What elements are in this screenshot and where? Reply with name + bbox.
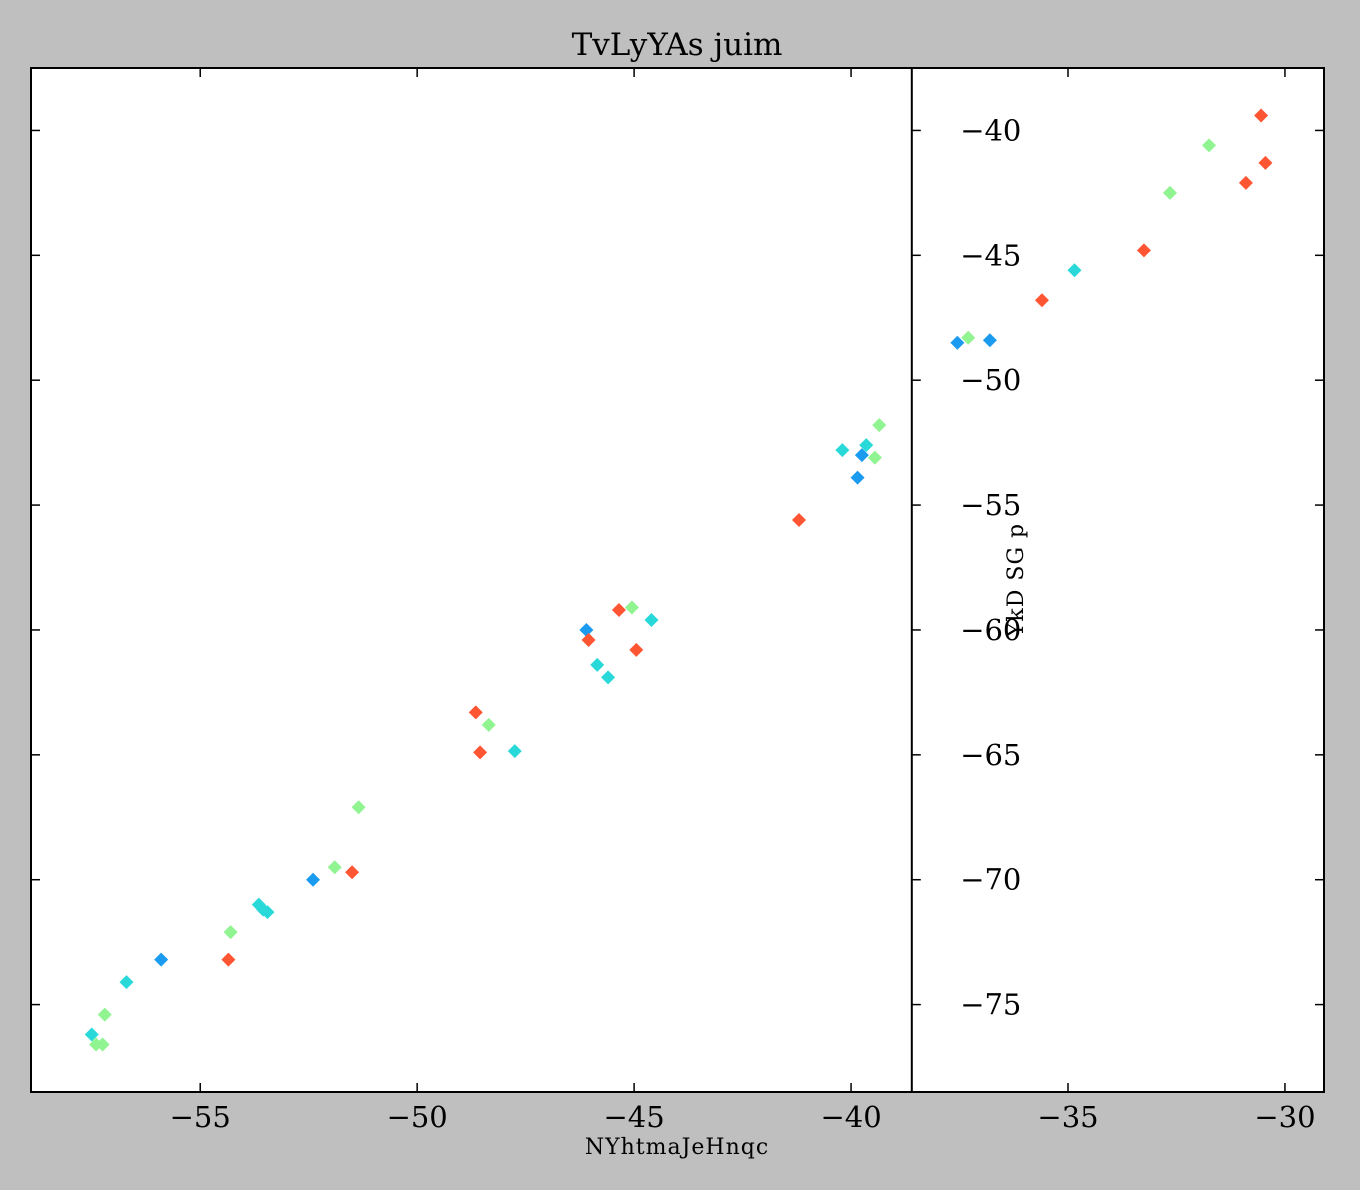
data-point — [95, 1037, 110, 1052]
x-tick-label: −35 — [1037, 1100, 1098, 1134]
data-point — [624, 600, 639, 615]
data-point — [850, 470, 865, 485]
y-tick-label: −55 — [960, 488, 1021, 522]
data-point — [260, 905, 275, 920]
data-point — [1254, 108, 1269, 123]
chart-title: TvLyYAs juim — [572, 27, 783, 63]
data-point — [97, 1007, 112, 1022]
y-axis-ticks: −40 −45 −50 −55 −60 −65 −70 −75 — [911, 113, 1021, 1022]
plot-area — [30, 67, 1325, 1093]
data-points — [84, 108, 1273, 1052]
data-point — [579, 622, 594, 637]
data-point — [1162, 185, 1177, 200]
data-point — [601, 670, 616, 685]
data-point — [1258, 155, 1273, 170]
data-point — [473, 745, 488, 760]
x-tick-label: −40 — [820, 1100, 881, 1134]
y-tick-label: −70 — [960, 863, 1021, 897]
data-point — [154, 952, 169, 967]
data-point — [84, 1027, 99, 1042]
data-point — [119, 975, 134, 990]
y-tick-label: −40 — [960, 113, 1021, 147]
data-point — [982, 333, 997, 348]
data-point — [644, 612, 659, 627]
data-point — [507, 744, 522, 759]
data-point — [221, 952, 236, 967]
data-point — [854, 448, 869, 463]
x-tick-label: −50 — [387, 1100, 448, 1134]
data-point — [1238, 175, 1253, 190]
data-point — [1067, 263, 1082, 278]
data-point — [468, 705, 483, 720]
data-point — [1034, 293, 1049, 308]
data-point — [345, 865, 360, 880]
data-point — [791, 513, 806, 528]
x-tick-label: −45 — [604, 1100, 665, 1134]
data-point — [581, 632, 596, 647]
axis-ticks: −55 −50 −45 −40 −35 −30 — [31, 68, 1324, 1134]
data-point — [1136, 243, 1151, 258]
y-tick-label: −60 — [960, 613, 1021, 647]
data-point — [835, 443, 850, 458]
y-tick-label: −50 — [960, 363, 1021, 397]
data-point — [629, 642, 644, 657]
y-axis-label: YkD SG p — [1004, 523, 1029, 638]
data-point — [223, 925, 238, 940]
x-axis-label: NYhtmaJeHnqc — [585, 1135, 769, 1160]
data-point — [872, 418, 887, 433]
y-tick-label: −65 — [960, 738, 1021, 772]
x-tick-label: −30 — [1254, 1100, 1315, 1134]
data-point — [867, 450, 882, 465]
data-point — [351, 800, 366, 815]
data-point — [611, 602, 626, 617]
data-point — [950, 335, 965, 350]
data-point — [590, 657, 605, 672]
data-point — [859, 438, 874, 453]
y-tick-label: −45 — [960, 238, 1021, 272]
data-point — [1202, 138, 1217, 153]
x-tick-label: −55 — [170, 1100, 231, 1134]
data-point — [306, 872, 321, 887]
data-point — [481, 717, 496, 732]
y-tick-label: −75 — [960, 988, 1021, 1022]
data-point — [327, 860, 342, 875]
data-point — [961, 330, 976, 345]
